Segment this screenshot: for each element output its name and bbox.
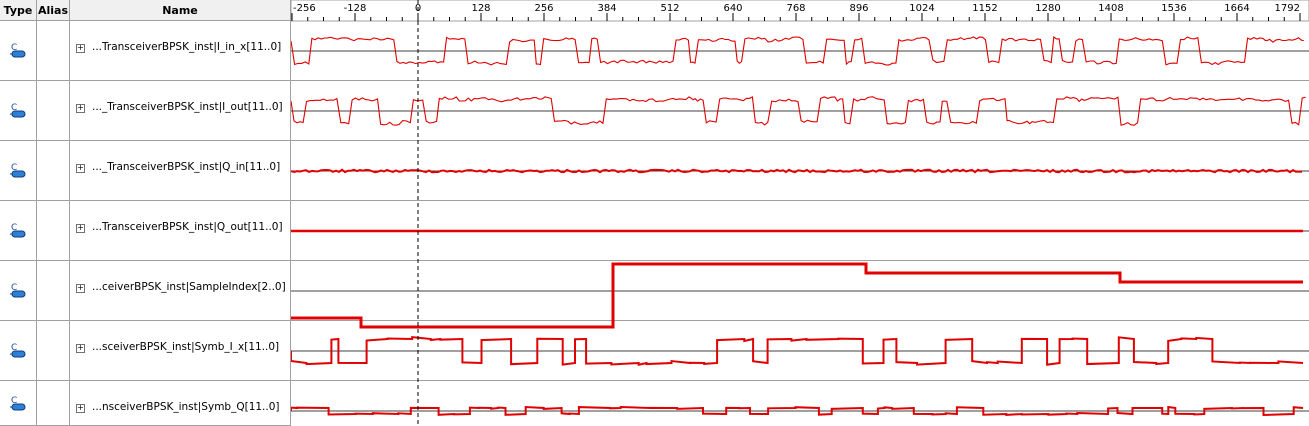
- ruler-tick-label: -128: [344, 3, 367, 14]
- signal-name: ...TransceiverBPSK_inst|Q_out[11..0]: [92, 221, 283, 233]
- alias-cell: [37, 21, 70, 81]
- signal-name-cell[interactable]: + ..._TransceiverBPSK_inst|Q_in[11..0]: [70, 141, 291, 201]
- type-cell: C: [0, 261, 37, 321]
- column-header-name[interactable]: Name: [70, 0, 291, 21]
- signal-trace[interactable]: [291, 405, 1304, 416]
- signal-bus-icon: C: [10, 43, 26, 58]
- type-cell: C: [0, 381, 37, 426]
- expand-plus-icon[interactable]: +: [76, 103, 85, 113]
- signal-name: ...nsceiverBPSK_inst|Symb_Q[11..0]: [92, 401, 280, 413]
- signal-bus-icon: C: [10, 283, 26, 298]
- time-ruler[interactable]: [291, 0, 1309, 22]
- expand-plus-icon[interactable]: +: [76, 283, 85, 293]
- ruler-tick-label: 1536: [1161, 3, 1186, 14]
- signal-name-cell[interactable]: + ...TransceiverBPSK_inst|Q_out[11..0]: [70, 201, 291, 261]
- ruler-tick-label: -256: [293, 3, 316, 14]
- signal-name-cell[interactable]: + ...sceiverBPSK_inst|Symb_I_x[11..0]: [70, 321, 291, 381]
- signal-name: ...ceiverBPSK_inst|SampleIndex[2..0]: [92, 281, 286, 293]
- ruler-tick-label: 1792: [1275, 3, 1300, 14]
- ruler-tick-label: 640: [723, 3, 742, 14]
- signal-name-cell[interactable]: + ..._TransceiverBPSK_inst|I_out[11..0]: [70, 81, 291, 141]
- ruler-tick-label: 384: [597, 3, 616, 14]
- signal-bus-icon: C: [10, 343, 26, 358]
- ruler-tick-label: 768: [786, 3, 805, 14]
- alias-cell: [37, 261, 70, 321]
- type-cell: C: [0, 21, 37, 81]
- expand-plus-icon[interactable]: +: [76, 343, 85, 353]
- svg-text:C: C: [11, 343, 17, 353]
- alias-cell: [37, 141, 70, 201]
- signal-trace[interactable]: [291, 35, 1304, 66]
- signal-name: ...sceiverBPSK_inst|Symb_I_x[11..0]: [92, 341, 280, 353]
- svg-text:C: C: [11, 223, 17, 233]
- type-cell: C: [0, 201, 37, 261]
- signal-bus-icon: C: [10, 396, 26, 410]
- signal-name-cell[interactable]: + ...nsceiverBPSK_inst|Symb_Q[11..0]: [70, 381, 291, 426]
- alias-cell: [37, 321, 70, 381]
- type-cell: C: [0, 81, 37, 141]
- ruler-tick-label: 1664: [1224, 3, 1249, 14]
- signal-bus-icon: C: [10, 223, 26, 238]
- column-header-type[interactable]: Type: [0, 0, 37, 21]
- ruler-tick-label: 256: [534, 3, 553, 14]
- expand-plus-icon[interactable]: +: [76, 163, 85, 173]
- signal-name-cell[interactable]: + ...TransceiverBPSK_inst|I_in_x[11..0]: [70, 21, 291, 81]
- svg-text:C: C: [11, 163, 17, 173]
- ruler-tick-label: 896: [849, 3, 868, 14]
- signal-trace[interactable]: [291, 335, 1304, 367]
- ruler-tick-label: 1408: [1098, 3, 1123, 14]
- signal-bus-icon: C: [10, 103, 26, 118]
- signal-name: ..._TransceiverBPSK_inst|I_out[11..0]: [92, 101, 283, 113]
- type-cell: C: [0, 141, 37, 201]
- signal-name-cell[interactable]: + ...ceiverBPSK_inst|SampleIndex[2..0]: [70, 261, 291, 321]
- column-header-alias[interactable]: Alias: [37, 0, 70, 21]
- signal-bus-icon: C: [10, 163, 26, 178]
- signal-trace[interactable]: [291, 262, 1303, 329]
- expand-plus-icon[interactable]: +: [76, 223, 85, 233]
- ruler-tick-label: 1024: [909, 3, 934, 14]
- signal-trace[interactable]: [291, 168, 1303, 174]
- svg-text:C: C: [11, 283, 17, 293]
- svg-text:C: C: [11, 396, 17, 406]
- type-cell: C: [0, 321, 37, 381]
- svg-text:C: C: [11, 43, 17, 53]
- expand-plus-icon[interactable]: +: [76, 43, 85, 53]
- ruler-tick-label: 1280: [1035, 3, 1060, 14]
- ruler-tick-label: 1152: [972, 3, 997, 14]
- svg-text:C: C: [11, 103, 17, 113]
- ruler-tick-label: 128: [471, 3, 490, 14]
- expand-plus-icon[interactable]: +: [76, 403, 85, 413]
- signal-name: ...TransceiverBPSK_inst|I_in_x[11..0]: [92, 41, 282, 53]
- signal-trace[interactable]: [291, 96, 1306, 127]
- alias-cell: [37, 201, 70, 261]
- alias-cell: [37, 81, 70, 141]
- signal-name: ..._TransceiverBPSK_inst|Q_in[11..0]: [92, 161, 281, 173]
- ruler-tick-label: 512: [660, 3, 679, 14]
- waveform-panel[interactable]: -256-12801282563845126407688961024115212…: [291, 0, 1309, 426]
- alias-cell: [37, 381, 70, 426]
